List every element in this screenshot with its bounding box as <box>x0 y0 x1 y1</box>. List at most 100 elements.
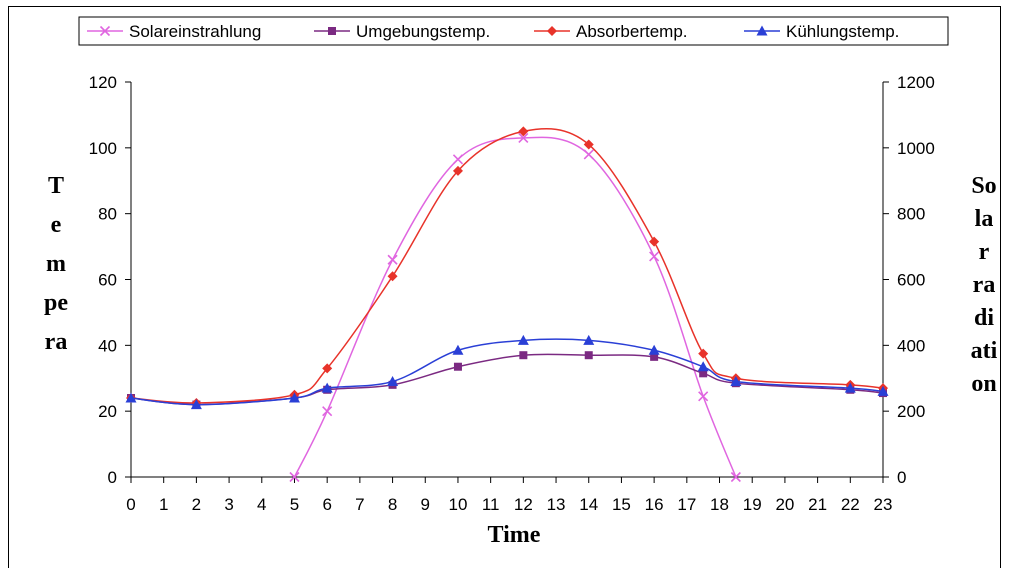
legend-item: Kühlungstemp. <box>744 22 899 41</box>
y-axis-label-line: ra <box>45 329 68 355</box>
legend-label: Umgebungstemp. <box>356 22 490 41</box>
y2-axis-label-line: ra <box>973 272 996 298</box>
x-tick-label: 8 <box>388 495 397 514</box>
y-tick-label: 20 <box>98 402 117 421</box>
x-tick-label: 6 <box>322 495 331 514</box>
series-line <box>130 353 884 406</box>
y2-tick-label: 800 <box>897 205 925 224</box>
legend-item: Umgebungstemp. <box>314 22 490 41</box>
data-point <box>289 471 300 483</box>
data-point <box>125 392 137 403</box>
data-point <box>877 385 889 396</box>
data-point <box>583 149 594 160</box>
data-point <box>387 271 398 282</box>
x-tick-label: 12 <box>514 495 533 514</box>
legend-item: Absorbertemp. <box>534 22 688 41</box>
x-tick-label: 14 <box>579 495 598 514</box>
data-point <box>452 165 463 176</box>
data-point <box>518 126 529 137</box>
data-point <box>697 361 709 372</box>
data-point <box>699 369 708 378</box>
y2-tick-label: 0 <box>897 468 906 487</box>
x-tick-label: 10 <box>448 495 467 514</box>
data-point <box>452 344 464 355</box>
y2-axis-label-line: di <box>974 305 994 331</box>
data-point <box>698 348 709 359</box>
y-tick-label: 80 <box>98 205 117 224</box>
x-tick-label: 9 <box>421 495 430 514</box>
data-point <box>517 334 529 345</box>
legend-label: Kühlungstemp. <box>786 22 899 41</box>
y2-axis-label-line: la <box>975 206 994 232</box>
x-tick-label: 11 <box>482 495 500 514</box>
data-point <box>322 363 333 374</box>
x-tick-label: 19 <box>743 495 762 514</box>
x-tick-label: 22 <box>841 495 860 514</box>
x-tick-label: 2 <box>192 495 201 514</box>
y2-axis-label-line: ati <box>971 338 998 364</box>
y-tick-label: 0 <box>108 468 117 487</box>
legend-item: Solareinstrahlung <box>87 22 261 41</box>
y-axis-label: Tem pe ra <box>44 173 68 355</box>
data-point <box>730 471 741 483</box>
x-tick-label: 18 <box>710 495 729 514</box>
data-point <box>547 26 557 36</box>
y-tick-label: 60 <box>98 271 117 290</box>
series-line <box>130 128 884 404</box>
y-axis-label-line: pe <box>44 290 68 316</box>
data-point <box>519 351 528 360</box>
y2-tick-label: 400 <box>897 336 925 355</box>
data-point <box>583 139 594 150</box>
data-point <box>387 376 399 387</box>
data-point <box>698 391 709 402</box>
y2-axis-label-line: r <box>979 239 990 265</box>
data-point <box>288 392 300 403</box>
data-point <box>99 25 111 37</box>
chart-frame <box>8 6 1001 568</box>
y-axis-label-line: e <box>51 212 62 238</box>
x-tick-label: 15 <box>612 495 631 514</box>
data-point <box>518 132 529 144</box>
data-point <box>387 254 398 265</box>
legend-label: Absorbertemp. <box>576 22 688 41</box>
y2-tick-label: 1000 <box>897 139 935 158</box>
x-tick-label: 0 <box>126 495 135 514</box>
y-tick-label: 120 <box>89 73 117 92</box>
data-point <box>650 352 659 361</box>
x-tick-label: 4 <box>257 495 266 514</box>
x-tick-label: 7 <box>355 495 364 514</box>
x-tick-label: 17 <box>677 495 696 514</box>
y2-tick-label: 600 <box>897 271 925 290</box>
legend-box <box>78 16 949 46</box>
legend-label: Solareinstrahlung <box>129 22 261 41</box>
y2-tick-label: 1200 <box>897 73 935 92</box>
x-tick-label: 20 <box>775 495 794 514</box>
x-tick-label: 16 <box>645 495 664 514</box>
x-tick-label: 13 <box>547 495 566 514</box>
data-point <box>756 25 768 36</box>
series-line <box>293 136 737 478</box>
series-absorbertemp- <box>126 126 888 408</box>
x-tick-label: 3 <box>224 495 233 514</box>
x-tick-label: 1 <box>159 495 168 514</box>
data-point <box>583 334 595 345</box>
series-kühlungstemp- <box>125 334 889 410</box>
legend: Solareinstrahlung Umgebungstemp. Absorbert… <box>78 16 949 46</box>
y2-tick-label: 200 <box>897 402 925 421</box>
y-tick-label: 100 <box>89 139 117 158</box>
data-point <box>452 154 464 165</box>
x-axis-label: Time <box>488 522 541 548</box>
data-point <box>649 251 660 262</box>
series-line <box>130 338 884 406</box>
y2-axis-label: So la r ra di ati on <box>971 173 998 397</box>
x-tick-label: 21 <box>808 495 827 514</box>
data-point <box>584 351 593 360</box>
y-tick-label: 40 <box>98 336 117 355</box>
y2-axis-label-line: on <box>971 371 996 397</box>
data-point <box>322 406 333 417</box>
data-point <box>648 344 660 355</box>
y-axis-label-line: T <box>48 173 64 199</box>
data-point <box>453 362 462 371</box>
